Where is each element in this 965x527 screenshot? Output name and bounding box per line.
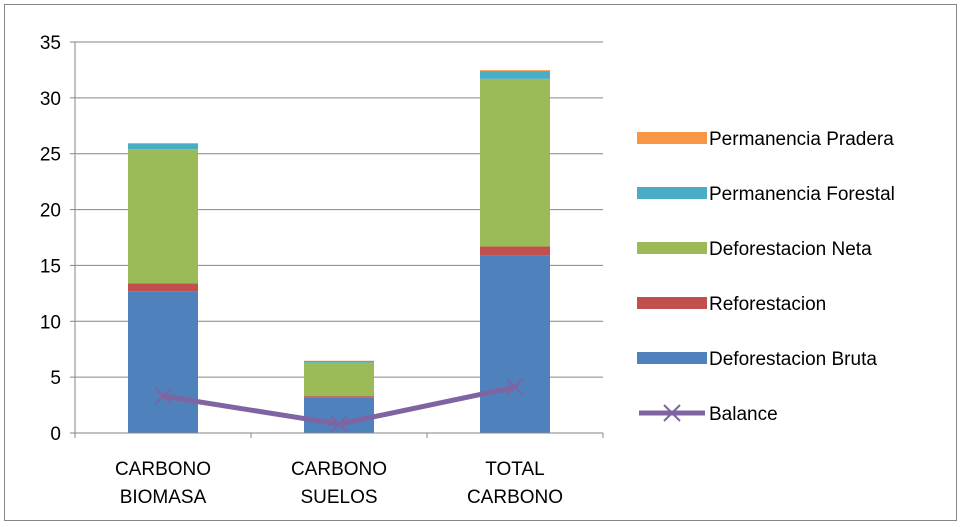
- bar-reforestacion-carbono-biomasa: [128, 283, 198, 292]
- bar-reforestacion-total-carbono: [480, 246, 550, 256]
- bar-permanencia-forestal-carbono-biomasa: [128, 143, 198, 150]
- legend-item-reforestacion: Reforestacion: [637, 294, 826, 315]
- y-tick-label: 15: [40, 256, 61, 277]
- x-tick-label-carbono-suelos: CARBONO SUELOS: [291, 459, 387, 508]
- bar-permanencia-pradera-carbono-biomasa: [128, 143, 198, 144]
- y-tick-labels: 0 5 10 15 20 25 30 35: [40, 33, 61, 445]
- y-tick-label: 20: [40, 201, 61, 222]
- y-tick-label: 0: [50, 424, 61, 445]
- bar-deforestacion-bruta-carbono-biomasa: [128, 291, 198, 433]
- legend-item-deforestacion-bruta: Deforestacion Bruta: [637, 349, 877, 370]
- legend-item-deforestacion-neta: Deforestacion Neta: [637, 239, 872, 260]
- legend-label: Deforestacion Neta: [709, 239, 872, 260]
- bar-permanencia-pradera-total-carbono: [480, 70, 550, 72]
- legend-item-balance: Balance: [639, 404, 778, 425]
- chart-svg: 0 5 10 15 20 25 30 35 CARBONO BIOMASA CARBONO SUEL…: [40, 33, 895, 508]
- axes: [70, 41, 604, 438]
- legend-label: Deforestacion Bruta: [709, 349, 877, 370]
- x-tick-label-total-carbono: TOTAL CARBONO: [467, 459, 563, 508]
- chart-area: 0 5 10 15 20 25 30 35 CARBONO BIOMASA CARBONO SUEL…: [4, 4, 957, 521]
- legend-item-permanencia-forestal: Permanencia Forestal: [637, 184, 895, 205]
- bar-deforestacion-neta-carbono-suelos: [304, 362, 374, 397]
- bar-deforestacion-neta-total-carbono: [480, 78, 550, 247]
- bar-permanencia-forestal-total-carbono: [480, 71, 550, 79]
- x-tick-label-carbono-biomasa: CARBONO BIOMASA: [115, 459, 211, 508]
- legend-label: Balance: [709, 404, 778, 425]
- balance-line: [154, 378, 524, 433]
- balance-point-carbono-suelos: [330, 415, 348, 433]
- x-tick-labels: CARBONO BIOMASA CARBONO SUELOS TOTAL CARBONO: [115, 459, 563, 508]
- legend-item-permanencia-pradera: Permanencia Pradera: [637, 129, 894, 150]
- bar-reforestacion-carbono-suelos: [304, 396, 374, 398]
- legend-swatch: [637, 187, 707, 199]
- bar-deforestacion-bruta-carbono-suelos: [304, 397, 374, 433]
- balance-point-total-carbono: [506, 378, 524, 396]
- y-tick-label: 30: [40, 89, 61, 110]
- y-tick-label: 5: [50, 368, 61, 389]
- bar-deforestacion-bruta-total-carbono: [480, 255, 550, 433]
- legend: Permanencia Pradera Permanencia Forestal D…: [637, 129, 895, 425]
- bar-deforestacion-neta-carbono-biomasa: [128, 149, 198, 284]
- balance-point-carbono-biomasa: [154, 387, 172, 405]
- bars: [128, 70, 550, 433]
- bar-permanencia-forestal-carbono-suelos: [304, 360, 374, 363]
- legend-label: Permanencia Pradera: [709, 129, 894, 150]
- legend-swatch: [637, 132, 707, 144]
- y-tick-label: 35: [40, 33, 61, 54]
- legend-swatch: [637, 242, 707, 254]
- legend-swatch: [637, 352, 707, 364]
- y-tick-label: 25: [40, 145, 61, 166]
- legend-label: Permanencia Forestal: [709, 184, 895, 205]
- legend-label: Reforestacion: [709, 294, 826, 315]
- legend-swatch: [637, 297, 707, 309]
- y-tick-label: 10: [40, 312, 61, 333]
